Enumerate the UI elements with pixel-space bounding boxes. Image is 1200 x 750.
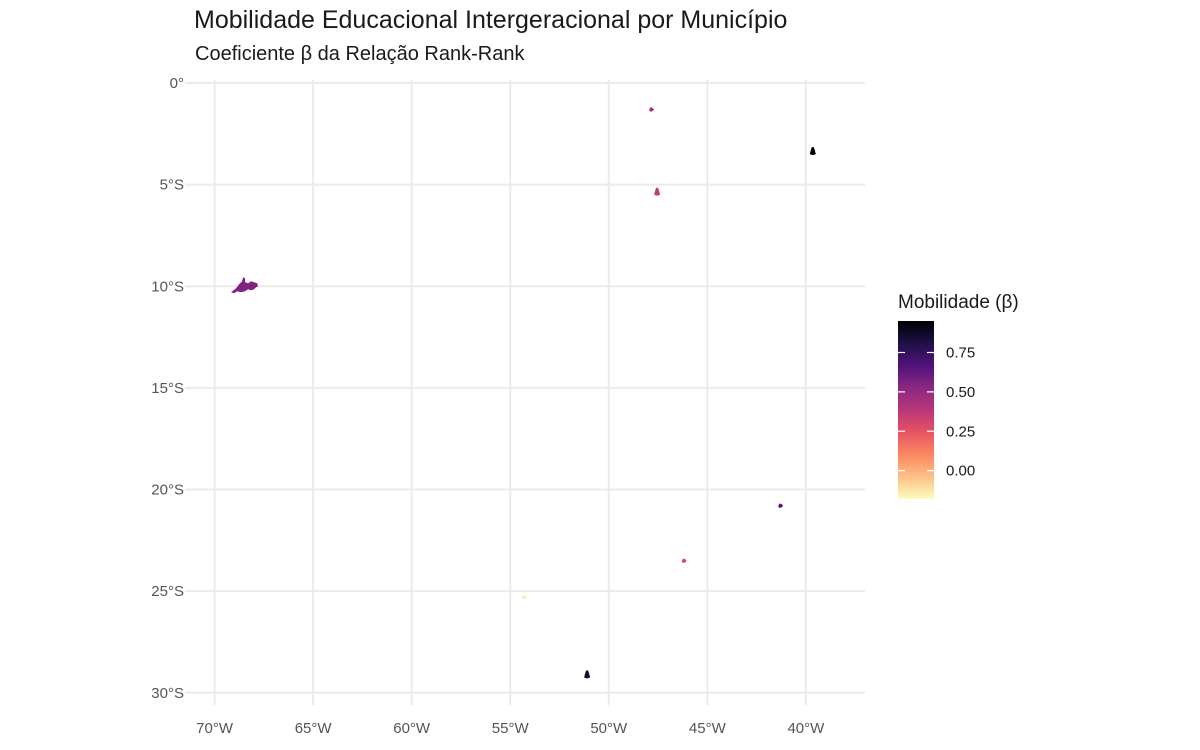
municipality-region	[654, 187, 661, 196]
x-tick-label: 65°W	[295, 720, 333, 737]
legend-colorbar	[898, 321, 934, 499]
municipality-region	[231, 277, 259, 294]
legend-tick-label: 0.75	[946, 345, 975, 362]
municipality-regions	[231, 107, 816, 679]
municipality-region	[809, 147, 816, 156]
y-tick-label: 20°S	[151, 482, 184, 499]
x-tick-label: 45°W	[689, 720, 727, 737]
legend: Mobilidade (β) 0.75 0.50 0.25 0.00	[898, 292, 1019, 499]
x-tick-label: 40°W	[787, 720, 825, 737]
legend-tick-label: 0.00	[946, 463, 975, 480]
y-tick-label: 25°S	[151, 583, 184, 600]
y-tick-label: 10°S	[151, 278, 184, 295]
x-tick-label: 50°W	[590, 720, 628, 737]
y-axis-tick-labels: 0° 5°S 10°S 15°S 20°S 25°S 30°S	[151, 75, 184, 702]
legend-tick-label: 0.50	[946, 384, 975, 401]
municipality-region	[649, 107, 655, 112]
municipality-region	[778, 503, 784, 508]
x-tick-label: 60°W	[393, 720, 431, 737]
y-tick-label: 30°S	[151, 685, 184, 702]
gridlines	[185, 80, 865, 705]
x-tick-label: 70°W	[196, 720, 234, 737]
municipality-region	[584, 670, 591, 679]
y-tick-label: 15°S	[151, 380, 184, 397]
legend-title: Mobilidade (β)	[898, 292, 1019, 313]
legend-ticks: 0.75 0.50 0.25 0.00	[898, 345, 975, 480]
x-axis-tick-labels: 70°W 65°W 60°W 55°W 50°W 45°W 40°W	[196, 720, 825, 737]
municipality-region	[681, 558, 687, 563]
y-tick-label: 0°	[170, 75, 184, 92]
x-tick-label: 55°W	[492, 720, 530, 737]
chart-title: Mobilidade Educacional Intergeracional p…	[194, 6, 788, 34]
legend-tick-label: 0.25	[946, 423, 975, 440]
municipality-region	[522, 595, 527, 600]
chart-subtitle: Coeficiente β da Relação Rank-Rank	[195, 43, 525, 65]
y-tick-label: 5°S	[160, 177, 184, 194]
